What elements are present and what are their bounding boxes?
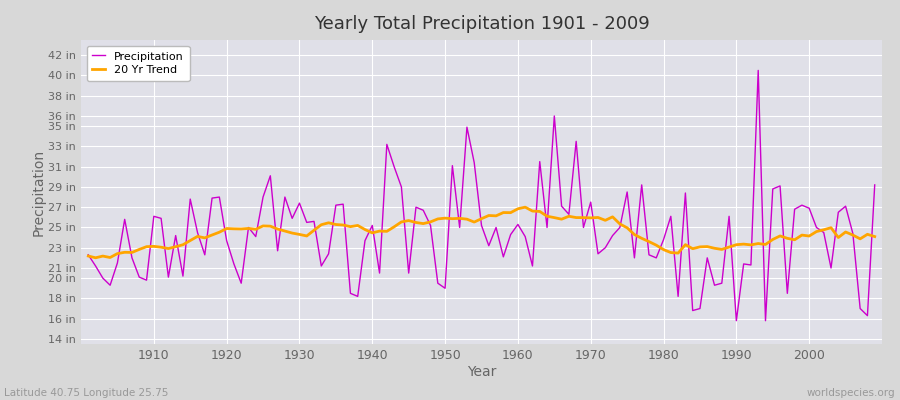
20 Yr Trend (309, 228, 320, 233)
Precipitation (83, 252, 94, 257)
20 Yr Trend (83, 254, 94, 258)
Precipitation (731, 318, 742, 323)
Precipitation (600, 245, 611, 250)
Precipitation (141, 278, 152, 282)
20 Yr Trend (615, 222, 626, 226)
20 Yr Trend (520, 205, 531, 210)
Precipitation (752, 68, 763, 73)
20 Yr Trend (869, 234, 880, 239)
20 Yr Trend (512, 206, 523, 211)
Precipitation (505, 232, 516, 237)
20 Yr Trend (527, 209, 538, 214)
20 Yr Trend (90, 255, 101, 260)
Legend: Precipitation, 20 Yr Trend: Precipitation, 20 Yr Trend (86, 46, 190, 81)
Title: Yearly Total Precipitation 1901 - 2009: Yearly Total Precipitation 1901 - 2009 (313, 15, 650, 33)
Text: Latitude 40.75 Longitude 25.75: Latitude 40.75 Longitude 25.75 (4, 388, 169, 398)
Precipitation (302, 220, 312, 225)
Line: Precipitation: Precipitation (88, 70, 875, 321)
Precipitation (512, 222, 523, 227)
20 Yr Trend (352, 223, 363, 228)
20 Yr Trend (148, 244, 159, 249)
Y-axis label: Precipitation: Precipitation (32, 148, 45, 236)
X-axis label: Year: Year (467, 365, 496, 379)
Precipitation (869, 182, 880, 187)
Line: 20 Yr Trend: 20 Yr Trend (88, 207, 875, 258)
Text: worldspecies.org: worldspecies.org (807, 388, 896, 398)
Precipitation (345, 291, 356, 296)
